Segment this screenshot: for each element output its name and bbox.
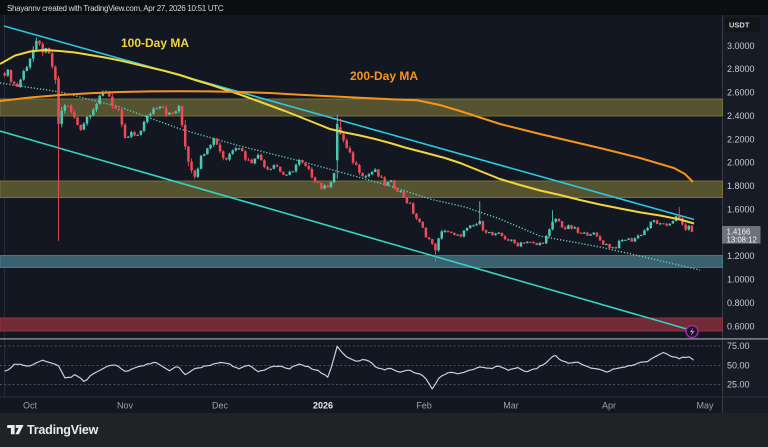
svg-text:0.8000: 0.8000 <box>727 298 755 308</box>
svg-text:2.6000: 2.6000 <box>727 88 755 98</box>
svg-text:2026: 2026 <box>313 401 333 411</box>
svg-text:50.00: 50.00 <box>727 361 750 371</box>
svg-text:Mar: Mar <box>503 401 519 411</box>
svg-text:0.6000: 0.6000 <box>727 321 755 331</box>
svg-text:Dec: Dec <box>212 401 229 411</box>
svg-text:Feb: Feb <box>416 401 432 411</box>
svg-text:2.2000: 2.2000 <box>727 134 755 144</box>
svg-text:25.00: 25.00 <box>727 380 750 390</box>
svg-text:Apr: Apr <box>602 401 616 411</box>
svg-text:1.6000: 1.6000 <box>727 205 755 215</box>
svg-text:100-Day MA: 100-Day MA <box>121 36 189 50</box>
svg-text:3.0000: 3.0000 <box>727 41 755 51</box>
svg-text:75.00: 75.00 <box>727 341 750 351</box>
svg-text:TradingView: TradingView <box>27 423 99 437</box>
svg-text:1.8000: 1.8000 <box>727 181 755 191</box>
svg-text:2.0000: 2.0000 <box>727 158 755 168</box>
svg-text:200-Day MA: 200-Day MA <box>350 69 418 83</box>
svg-text:2.8000: 2.8000 <box>727 64 755 74</box>
svg-text:Oct: Oct <box>23 401 38 411</box>
svg-text:2.4000: 2.4000 <box>727 111 755 121</box>
svg-text:1.4166: 1.4166 <box>727 227 751 236</box>
svg-text:May: May <box>696 401 714 411</box>
svg-text:1.0000: 1.0000 <box>727 275 755 285</box>
svg-text:1.2000: 1.2000 <box>727 251 755 261</box>
svg-text:USDT: USDT <box>729 20 750 29</box>
svg-text:Nov: Nov <box>117 401 134 411</box>
svg-text:13:08:12: 13:08:12 <box>727 235 757 244</box>
svg-text:Shayannv created with TradingV: Shayannv created with TradingView.com, A… <box>7 4 224 13</box>
